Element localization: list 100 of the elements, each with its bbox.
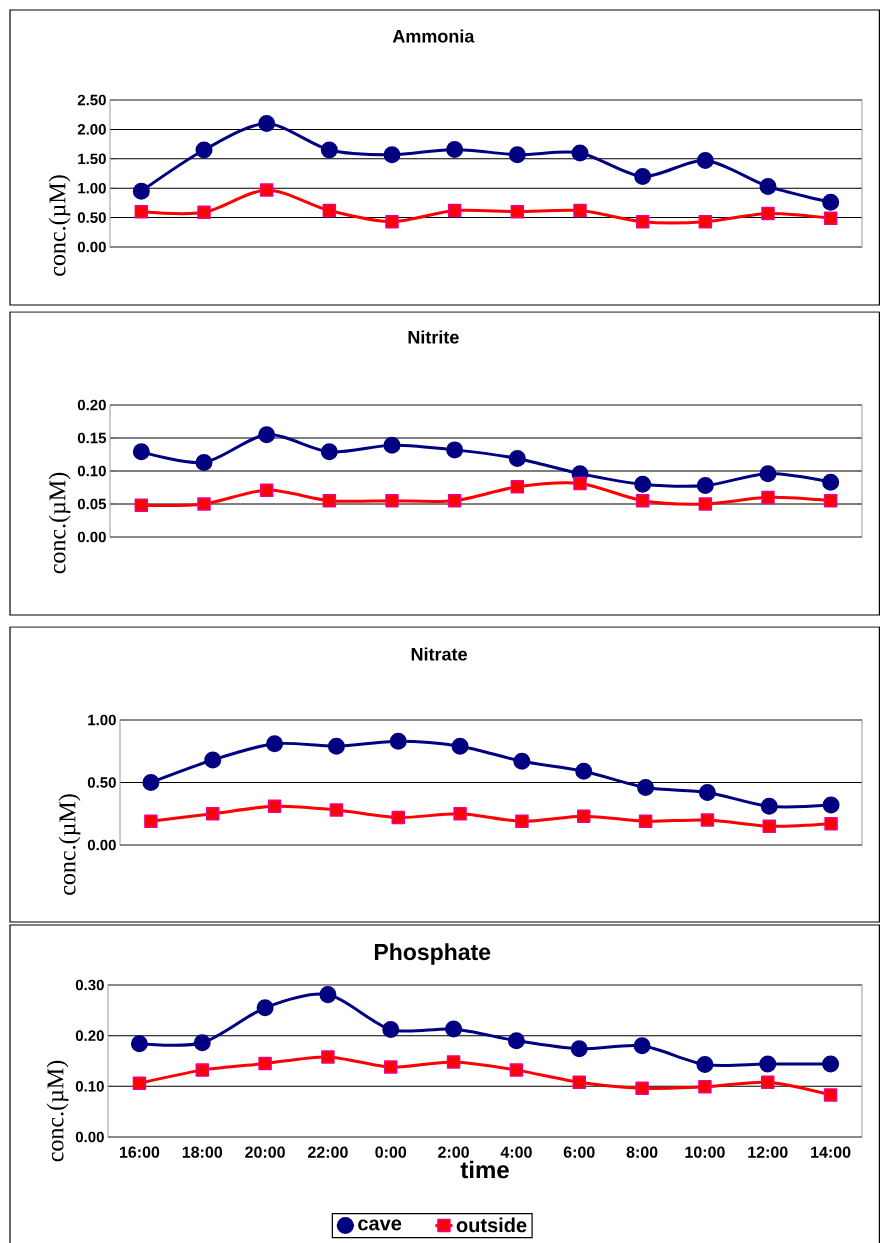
point [195, 1063, 209, 1077]
y-tick-label: 0.00 [75, 1131, 104, 1143]
chart-title: Ammonia [392, 29, 475, 43]
point [570, 1040, 588, 1058]
point [204, 751, 222, 769]
point [258, 115, 276, 133]
point [508, 146, 526, 164]
point [507, 1032, 525, 1050]
point [446, 1055, 461, 1069]
point [575, 762, 593, 780]
y-tick-label: 2.00 [77, 124, 106, 135]
x-tick-label: 8:00 [626, 1146, 658, 1158]
y-tick-label: 0.05 [77, 498, 107, 510]
point [144, 814, 158, 828]
y-tick-label: 0.20 [75, 1030, 104, 1041]
point [510, 480, 525, 494]
point [446, 441, 464, 459]
point [698, 784, 716, 801]
point [385, 493, 399, 508]
point [445, 1020, 463, 1038]
point [391, 810, 405, 825]
y-tick-label: 0.00 [87, 839, 116, 851]
point [577, 809, 591, 823]
point [759, 177, 777, 195]
point [572, 1075, 586, 1090]
x-tick-label: 18:00 [182, 1146, 223, 1158]
point [761, 206, 775, 221]
point [451, 737, 469, 755]
point [389, 732, 407, 750]
point [256, 999, 274, 1017]
chart-title: Nitrate [411, 647, 467, 661]
point [447, 493, 462, 508]
point [508, 449, 526, 467]
point [329, 803, 344, 817]
point [823, 1088, 838, 1102]
y-tick-label: 1.00 [88, 714, 116, 726]
x-tick-label: 14:00 [811, 1146, 851, 1158]
point [321, 1050, 335, 1064]
point [197, 205, 211, 220]
y-axis-title: conc.(µM) [58, 794, 81, 895]
point [446, 140, 464, 158]
point [327, 737, 345, 755]
point [635, 214, 650, 229]
point [513, 752, 531, 770]
y-tick-label: 0.00 [77, 531, 106, 543]
point [258, 426, 276, 444]
point [382, 1021, 400, 1039]
y-tick-label: 1.00 [78, 182, 106, 194]
point [132, 182, 150, 200]
x-tick-label: 4:00 [500, 1146, 532, 1158]
point [762, 819, 776, 833]
point [259, 483, 274, 497]
legend-label: cave [358, 1219, 402, 1231]
point [761, 490, 775, 505]
point [134, 204, 149, 219]
point [822, 1055, 840, 1073]
point [258, 1056, 272, 1071]
point [259, 183, 274, 197]
point [824, 817, 838, 831]
point [635, 493, 650, 508]
point [322, 203, 337, 218]
x-tick-label: 6:00 [563, 1146, 595, 1158]
y-tick-label: 0.20 [77, 399, 106, 411]
point [130, 1035, 148, 1053]
y-tick-label: 2.50 [77, 94, 106, 106]
point [696, 152, 714, 170]
point [698, 214, 713, 229]
chart-title: Phosphate [374, 943, 491, 965]
point [823, 211, 838, 225]
y-axis-title: conc.(µM) [48, 472, 71, 574]
point [635, 1081, 649, 1096]
y-tick-label: 1.50 [78, 153, 106, 165]
point [759, 465, 777, 483]
point [142, 773, 160, 791]
point [696, 477, 714, 495]
point [383, 146, 401, 164]
point [509, 1063, 524, 1077]
x-tick-label: 22:00 [308, 1146, 348, 1158]
point [197, 497, 211, 511]
point [322, 493, 337, 508]
point [822, 473, 840, 491]
x-tick-label: 16:00 [119, 1146, 160, 1158]
y-tick-label: 0.00 [77, 241, 106, 253]
x-axis-title: time [460, 1160, 509, 1179]
point [453, 806, 467, 821]
point [132, 1076, 147, 1091]
point [634, 167, 652, 185]
point [320, 443, 338, 461]
y-tick-label: 0.10 [75, 1081, 104, 1092]
point [385, 214, 399, 229]
point [634, 475, 652, 493]
point [633, 1037, 651, 1055]
point [760, 797, 778, 815]
point [267, 799, 282, 813]
legend-label: outside [456, 1217, 527, 1233]
point [698, 1080, 712, 1094]
point [573, 476, 587, 491]
point [696, 1056, 714, 1074]
point [822, 796, 840, 814]
chart-title: Nitrite [408, 330, 459, 344]
